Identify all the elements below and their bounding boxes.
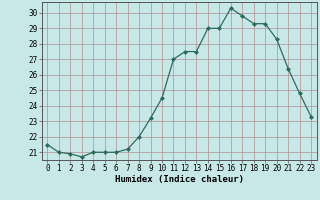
X-axis label: Humidex (Indice chaleur): Humidex (Indice chaleur) (115, 175, 244, 184)
